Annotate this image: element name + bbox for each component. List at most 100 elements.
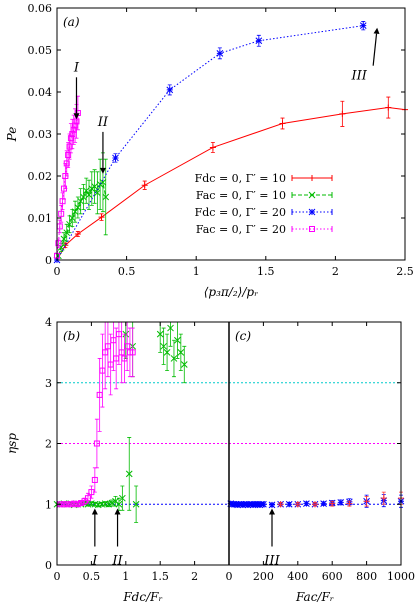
b-series-1-errbar-21 [122,333,127,384]
a-series-1-point-13 [91,183,98,190]
b-series-1-errbar-18 [114,327,119,390]
b-series-0-point-25 [160,342,167,350]
b-ytick-label-1: 1 [45,498,52,511]
a-legend-label-0: Fdc = 0, Γ′ = 10 [195,172,286,185]
b-ytick-label-2: 2 [45,438,52,451]
c-xtick-label-2: 400 [287,570,308,583]
c-series-0-point-12 [248,500,255,508]
b-series-0-point-31 [180,361,188,368]
b-ann-label-0: I [91,554,98,569]
b-series-1-point-3 [67,501,74,508]
a-ann-arrow-head-2 [373,27,380,35]
a-legend-cap-0 [291,175,333,181]
a-series-2 [53,21,367,264]
b-series-1-point-11 [93,440,100,447]
b-ytick-label-4: 4 [45,316,52,329]
a-series-2-point-4 [255,37,263,45]
a-series-0-point-5 [209,144,216,151]
b-series-0-point-16 [108,499,116,507]
panel-a-label: (a) [63,15,80,29]
c-series-0-point-10 [244,501,252,509]
b-series-1-point-7 [81,498,88,505]
b-series-1-errbar-10 [92,467,97,493]
a-series-1 [55,152,110,260]
c-series-0-point-17 [256,501,264,509]
panel-a-xlabel: ⟨p₃π/₂⟩/pᵣ [204,285,259,299]
a-ann-arrow-head-0 [73,113,80,120]
b-ann-arrow-head-1 [114,508,121,515]
a-legend-cap-3 [291,226,333,232]
c-xtick-label-4: 800 [356,570,377,583]
b-series-1-point-2 [64,501,71,508]
a-series-0-point-4 [141,182,148,189]
a-series-3-point-7 [63,160,70,167]
panel-b-label: (b) [63,329,80,343]
a-legend-marker-1 [308,191,316,199]
c-ann-label-0: III [263,554,280,569]
b-series-1 [57,321,136,508]
a-ann-label-0: I [73,60,80,75]
a-series-3-point-4 [59,198,66,205]
c-series-0-point-16 [254,500,262,508]
a-series-1-point-7 [74,204,82,211]
b-series-1-point-6 [78,500,85,507]
c-series-0-point-3 [232,500,240,508]
b-series-0-point-24 [156,330,164,338]
c-series-0-point-0 [227,500,235,507]
a-ann-label-2: III [350,69,367,84]
a-legend-marker-2 [308,208,316,216]
b-series-1-errbar-9 [89,485,94,499]
b-series-0-point-21 [125,470,133,478]
a-series-2-point-3 [216,50,224,57]
b-series-1-errbar-16 [108,333,113,396]
c-series-1-point-1 [294,501,301,508]
a-ann-label-1: II [97,115,109,130]
b-series-1-errbar-17 [111,321,116,371]
c-series-0-point-24 [303,500,310,507]
b-ytick-label-0: 0 [45,559,52,572]
c-xtick-label-1: 200 [253,570,274,583]
b-series-0 [53,321,188,523]
a-legend-label-3: Fac = 0, Γ′ = 20 [196,223,286,236]
b-series-1-point-10 [91,476,98,483]
a-xtick-label-1: 0.5 [118,265,136,278]
a-xtick-label-2: 1 [193,265,200,278]
panel-a-ylabel: Pe [5,127,19,143]
b-series-0-point-28 [170,355,178,362]
a-series-2-point-1 [112,154,119,162]
a-series-0-point-8 [385,104,392,111]
b-series-1-point-5 [74,501,81,508]
panel-c-label: (c) [235,329,251,343]
a-series-1-point-17 [102,193,110,201]
a-legend-marker-3 [309,226,315,232]
b-series-1-point-24 [129,349,136,356]
a-series-2-line [56,25,364,261]
a-legend-cap-2 [291,209,333,215]
c-series-1-point-2 [312,501,318,508]
b-series-1-errbar-15 [105,321,110,378]
c-xtick-label-5: 1000 [387,570,415,583]
panel-b-xlabel: Fdc/Fᵣ [122,590,162,604]
c-series-1-point-6 [380,495,387,502]
b-ann-label-1: II [111,554,123,569]
a-series-0-line [56,107,406,261]
panel-a: 0 0.5 1 1.5 2 2.5 0 0.01 0.02 0.03 0.04 0.05 0.06 (a… [5,2,414,299]
a-xtick-label-0: 0 [54,265,61,278]
b-series-1-errbar-24 [130,327,135,378]
b-series-1-errbar-13 [100,333,105,408]
b-ann-arrow-head-0 [91,508,98,515]
c-series-0-point-26 [320,500,327,507]
a-series-0-point-6 [279,120,286,127]
b-series-0-point-29 [174,336,181,344]
a-legend-cap-1 [291,192,333,198]
a-xtick-label-3: 1.5 [257,265,275,278]
a-series-3-point-1 [55,240,62,247]
b-xtick-label-0: 0 [54,570,61,583]
panel-c-xlabel: Fac/Fᵣ [295,590,334,604]
a-series-1-point-5 [68,214,76,222]
a-series-1-point-6 [71,208,79,216]
c-series-0-point-6 [237,500,245,508]
b-series-0-errbar-27 [168,321,173,347]
a-series-1-point-8 [77,197,85,205]
a-series-0-point-3 [98,214,105,221]
